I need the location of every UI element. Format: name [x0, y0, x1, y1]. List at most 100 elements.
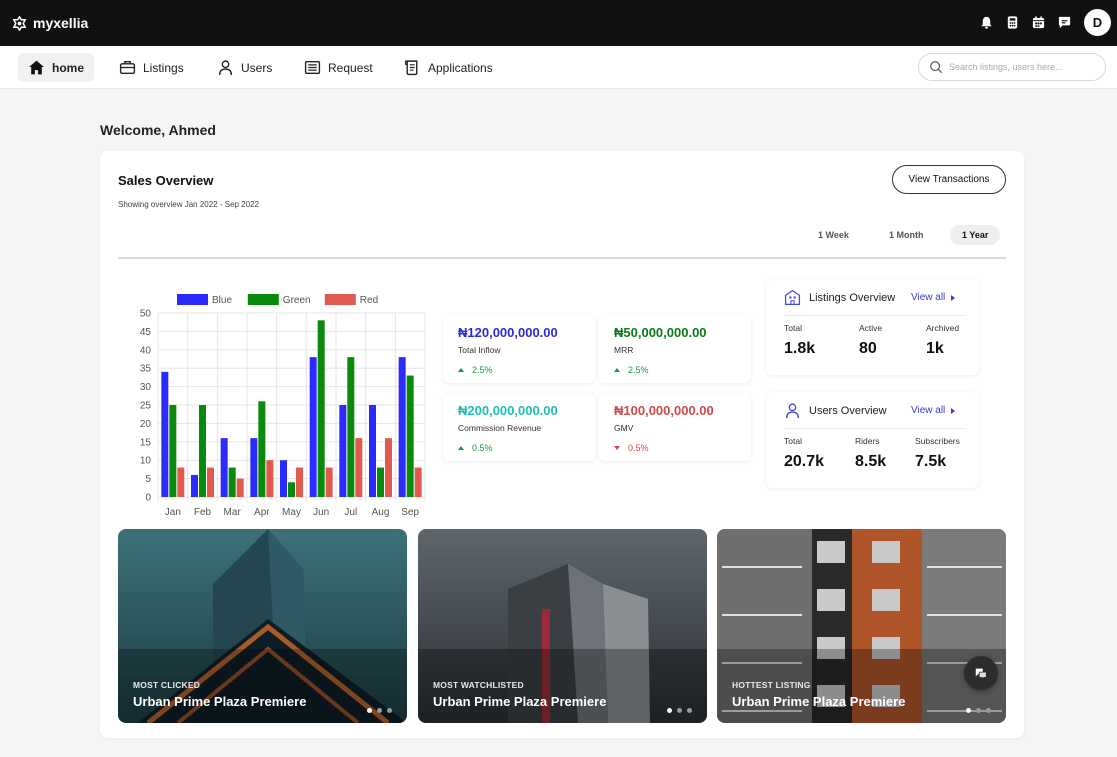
metric-label: Riders — [855, 436, 880, 446]
bar-blue-may — [280, 460, 287, 497]
brand-logo[interactable]: myxellia — [12, 15, 88, 31]
search-box[interactable] — [918, 53, 1106, 81]
stat-label: Total Inflow — [458, 345, 501, 355]
listings-total: Total 1.8k — [784, 323, 815, 358]
stat-change-value: 2.5% — [628, 365, 649, 375]
calendar-icon[interactable] — [1030, 15, 1046, 31]
nav-item-listings[interactable]: Listings — [109, 53, 194, 82]
nav-item-home[interactable]: home — [18, 53, 95, 82]
chat-fab-button[interactable] — [964, 656, 998, 690]
bar-green-jun — [317, 320, 325, 497]
listing-card-most-watchlisted[interactable]: MOST WATCHLISTED Urban Prime Plaza Premi… — [418, 529, 707, 723]
y-tick-label: 40 — [140, 345, 152, 356]
list-icon — [304, 60, 321, 75]
divider — [118, 257, 1006, 259]
users-view-all-link[interactable]: View all — [911, 405, 956, 416]
period-1-year[interactable]: 1 Year — [950, 225, 1001, 245]
nav-item-label: home — [52, 60, 85, 75]
bell-icon[interactable] — [978, 15, 994, 31]
nav-item-label: Request — [328, 60, 373, 75]
x-tick-label: Jun — [313, 507, 329, 518]
carousel-dots[interactable] — [367, 708, 392, 713]
scroll-icon — [405, 60, 418, 76]
nav-item-users[interactable]: Users — [207, 53, 282, 82]
bar-blue-jan — [161, 371, 169, 497]
arrow-up-icon — [458, 368, 464, 372]
bar-red-aug — [385, 438, 392, 497]
x-tick-label: Sep — [401, 507, 419, 518]
bar-blue-feb — [191, 474, 198, 497]
listing-card-most-clicked[interactable]: MOST CLICKED Urban Prime Plaza Premiere — [118, 529, 407, 723]
x-tick-label: May — [282, 507, 301, 518]
carousel-dots[interactable] — [667, 708, 692, 713]
legend-label-red: Red — [360, 295, 378, 306]
metric-value: 8.5k — [855, 453, 887, 470]
welcome-heading: Welcome, Ahmed — [100, 122, 216, 138]
listing-name: Urban Prime Plaza Premiere — [133, 694, 307, 709]
user-avatar[interactable]: D — [1084, 9, 1111, 36]
y-tick-label: 10 — [140, 456, 152, 467]
metric-value: 1.8k — [784, 340, 816, 357]
chevron-right-icon — [951, 407, 956, 414]
stat-value: ₦100,000,000.00 — [614, 403, 714, 418]
briefcase-icon — [119, 60, 136, 75]
nav-item-label: Applications — [428, 60, 493, 75]
y-tick-label: 50 — [140, 309, 152, 320]
bar-red-mar — [236, 478, 244, 497]
user-icon — [785, 403, 800, 418]
y-tick-label: 0 — [145, 493, 151, 504]
listing-name: Urban Prime Plaza Premiere — [732, 694, 906, 709]
stat-label: Commission Revenue — [458, 423, 542, 433]
listings-overview-header: Listings Overview — [784, 289, 895, 306]
metric-value: 80 — [859, 340, 877, 357]
home-icon — [29, 60, 44, 75]
search-icon — [930, 61, 943, 74]
sales-chart-svg: 0 5 10 15 20 25 30 35 40 45 50 Jan Feb Mar Apr May Jun Ju… — [140, 294, 426, 518]
view-all-label: View all — [911, 292, 946, 303]
bar-red-sep — [414, 467, 422, 497]
x-tick-label: Aug — [372, 507, 390, 518]
nav-item-request[interactable]: Request — [294, 53, 383, 82]
users-overview-card: Users Overview View all Total 20.7k Rider… — [766, 392, 979, 488]
listings-archived: Archived 1k — [926, 323, 959, 358]
view-transactions-button[interactable]: View Transactions — [892, 165, 1006, 194]
search-input[interactable] — [949, 62, 1099, 72]
listing-card-hottest[interactable]: HOTTEST LISTING Urban Prime Plaza Premie… — [717, 529, 1006, 723]
users-riders: Riders 8.5k — [855, 436, 886, 471]
bar-blue-sep — [398, 357, 406, 497]
listings-view-all-link[interactable]: View all — [911, 292, 956, 303]
y-tick-label: 25 — [140, 401, 152, 412]
stat-mrr: ₦50,000,000.00 MRR 2.5% — [599, 315, 751, 383]
metric-label: Total — [784, 436, 802, 446]
metric-value: 20.7k — [784, 453, 825, 470]
x-tick-label: Feb — [194, 507, 212, 518]
building-photo-2 — [418, 529, 707, 723]
period-1-week[interactable]: 1 Week — [818, 230, 849, 240]
brand-name: myxellia — [33, 15, 89, 31]
user-icon — [218, 60, 233, 75]
stat-gmv: ₦100,000,000.00 GMV 0.5% — [599, 393, 751, 461]
sales-title: Sales Overview — [118, 173, 214, 188]
chat-bubbles-icon — [975, 668, 987, 680]
chat-icon[interactable] — [1056, 15, 1072, 31]
period-1-month[interactable]: 1 Month — [889, 230, 924, 240]
y-tick-label: 20 — [140, 419, 152, 430]
building-photo-1 — [118, 529, 407, 723]
listing-tag: HOTTEST LISTING — [732, 680, 811, 690]
calculator-icon[interactable] — [1004, 15, 1020, 31]
bar-green-may — [288, 482, 295, 497]
nav-item-applications[interactable]: Applications — [394, 53, 503, 82]
carousel-dots[interactable] — [966, 708, 991, 713]
x-tick-label: Jan — [165, 507, 181, 518]
bar-blue-apr — [250, 438, 258, 497]
bar-red-apr — [266, 460, 274, 497]
bar-green-jul — [347, 357, 355, 497]
users-overview-header: Users Overview — [784, 402, 887, 419]
metric-value: 1k — [926, 340, 944, 357]
y-tick-label: 45 — [140, 327, 152, 338]
stat-change: 2.5% — [614, 365, 736, 375]
listing-tag: MOST WATCHLISTED — [433, 680, 524, 690]
sales-chart: 0 5 10 15 20 25 30 35 40 45 50 Jan Feb Mar Apr May Jun Ju… — [120, 285, 430, 520]
listings-active: Active 80 — [859, 323, 882, 358]
stat-value: ₦120,000,000.00 — [458, 325, 558, 340]
